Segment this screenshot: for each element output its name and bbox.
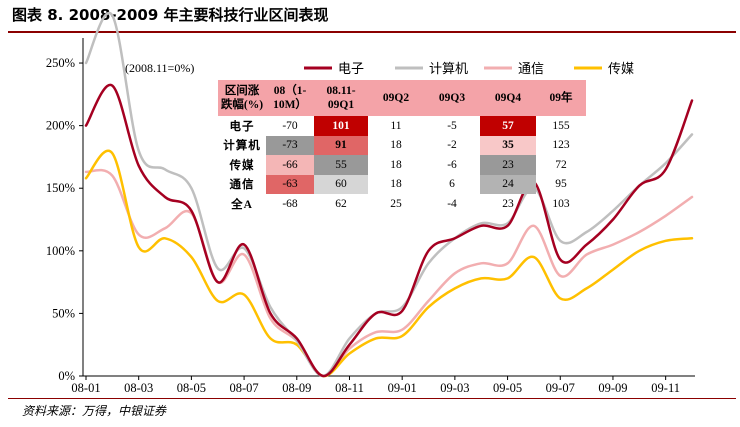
table-cell: 25 [390, 197, 402, 210]
legend-label: 传媒 [608, 61, 634, 76]
table-cell: 57 [480, 116, 536, 136]
table-cell: 60 [314, 174, 368, 194]
table-cell: -4 [447, 197, 457, 210]
table-cell: 18 [390, 178, 402, 191]
table-header-cell: 09Q4 [480, 80, 536, 116]
x-tick-label: 08-09 [282, 381, 311, 395]
legend-label: 电子 [338, 61, 364, 76]
table-cell: -2 [447, 139, 457, 152]
row-label: 电子 [229, 120, 255, 133]
table-row: 通信 -63 60 18 6 24 95 [218, 174, 586, 194]
chart-axes: 0% 50% 100% 150% 200% 250% 08-01 08-03 08-05 08-0… [46, 38, 695, 395]
table-header-cell: 08（1- 10M） [266, 80, 314, 116]
x-tick-label: 09-07 [546, 381, 575, 395]
table-cell: -5 [447, 119, 457, 132]
table-cell: -68 [282, 197, 298, 210]
table-cell: 11 [390, 119, 402, 132]
table-cell: 23 [480, 155, 536, 175]
table-header-cell: 08.11- 09Q1 [314, 80, 368, 116]
table-cell: 62 [335, 197, 347, 210]
table-header-row: 区间涨 跌幅(%) 08（1- 10M） 08.11- 09Q1 09Q2 09Q3 … [218, 80, 586, 116]
row-label: 通信 [229, 179, 255, 192]
table-row: 电子 -70 101 11 -5 57 155 [218, 116, 586, 136]
table-cell: 101 [314, 116, 368, 136]
x-tick-label: 08-07 [230, 381, 259, 395]
table-cell: 155 [552, 119, 570, 132]
baseline-annotation: (2008.11=0%) [125, 61, 194, 75]
source-note: 资料来源：万得，中银证券 [22, 404, 167, 418]
title-rule [8, 31, 736, 33]
series-line-2 [84, 168, 694, 378]
table-row: 计算机 -73 91 18 -2 35 123 [218, 135, 586, 155]
row-label: 传媒 [229, 159, 255, 172]
chart-series-lines [84, 11, 694, 378]
table-cell: 18 [390, 139, 402, 152]
x-tick-label: 09-03 [440, 381, 469, 395]
table-cell: 35 [480, 135, 536, 155]
series-line-0 [84, 83, 694, 378]
table-cell: 91 [314, 135, 368, 155]
table-header-cell: 09Q3 [424, 80, 480, 116]
y-tick-label: 200% [46, 119, 75, 133]
x-tick-label: 08-03 [124, 381, 153, 395]
table-cell: -6 [447, 158, 457, 171]
table-cell: 24 [480, 174, 536, 194]
table-cell: -70 [282, 119, 298, 132]
table-header-cell: 区间涨 跌幅(%) [218, 80, 266, 116]
y-tick-label: 250% [46, 56, 75, 70]
table-header-cell: 09年 [536, 80, 586, 116]
x-tick-label: 09-05 [493, 381, 522, 395]
table-cell: 123 [552, 139, 570, 152]
x-tick-label: 09-09 [598, 381, 627, 395]
table-row: 全A -68 62 25 -4 23 103 [218, 194, 586, 214]
row-label: 计算机 [223, 140, 261, 153]
x-tick-label: 08-01 [71, 381, 100, 395]
x-tick-label: 09-11 [651, 381, 680, 395]
y-tick-label: 0% [58, 369, 75, 383]
y-tick-label: 50% [52, 306, 75, 320]
y-tick-label: 150% [46, 181, 75, 195]
table-cell: 18 [390, 158, 402, 171]
y-tick-label: 100% [46, 244, 75, 258]
table-cell: 103 [552, 197, 570, 210]
performance-table: 区间涨 跌幅(%) 08（1- 10M） 08.11- 09Q1 09Q2 09Q3 … [218, 80, 586, 214]
table-cell: -73 [266, 135, 314, 155]
table-cell: 23 [502, 197, 514, 210]
x-tick-label: 09-01 [388, 381, 417, 395]
table-row: 传媒 -66 55 18 -6 23 72 [218, 155, 586, 175]
series-line-3 [84, 149, 694, 378]
table-cell: 95 [555, 178, 567, 191]
table-header-cell: 09Q2 [368, 80, 424, 116]
x-tick-label: 08-11 [335, 381, 364, 395]
table-cell: -63 [266, 174, 314, 194]
table-cell: 6 [449, 178, 455, 191]
table-cell: -66 [266, 155, 314, 175]
legend-label: 通信 [518, 61, 544, 76]
figure-title: 图表 8. 2008-2009 年主要科技行业区间表现 [12, 6, 329, 24]
x-tick-label: 08-05 [177, 381, 206, 395]
bottom-rule [8, 398, 736, 399]
row-label: 全A [231, 198, 253, 211]
chart-legend: 电子 计算机 通信 传媒 [304, 61, 634, 76]
legend-label: 计算机 [429, 61, 468, 76]
table-cell: 55 [314, 155, 368, 175]
table-cell: 72 [555, 158, 567, 171]
